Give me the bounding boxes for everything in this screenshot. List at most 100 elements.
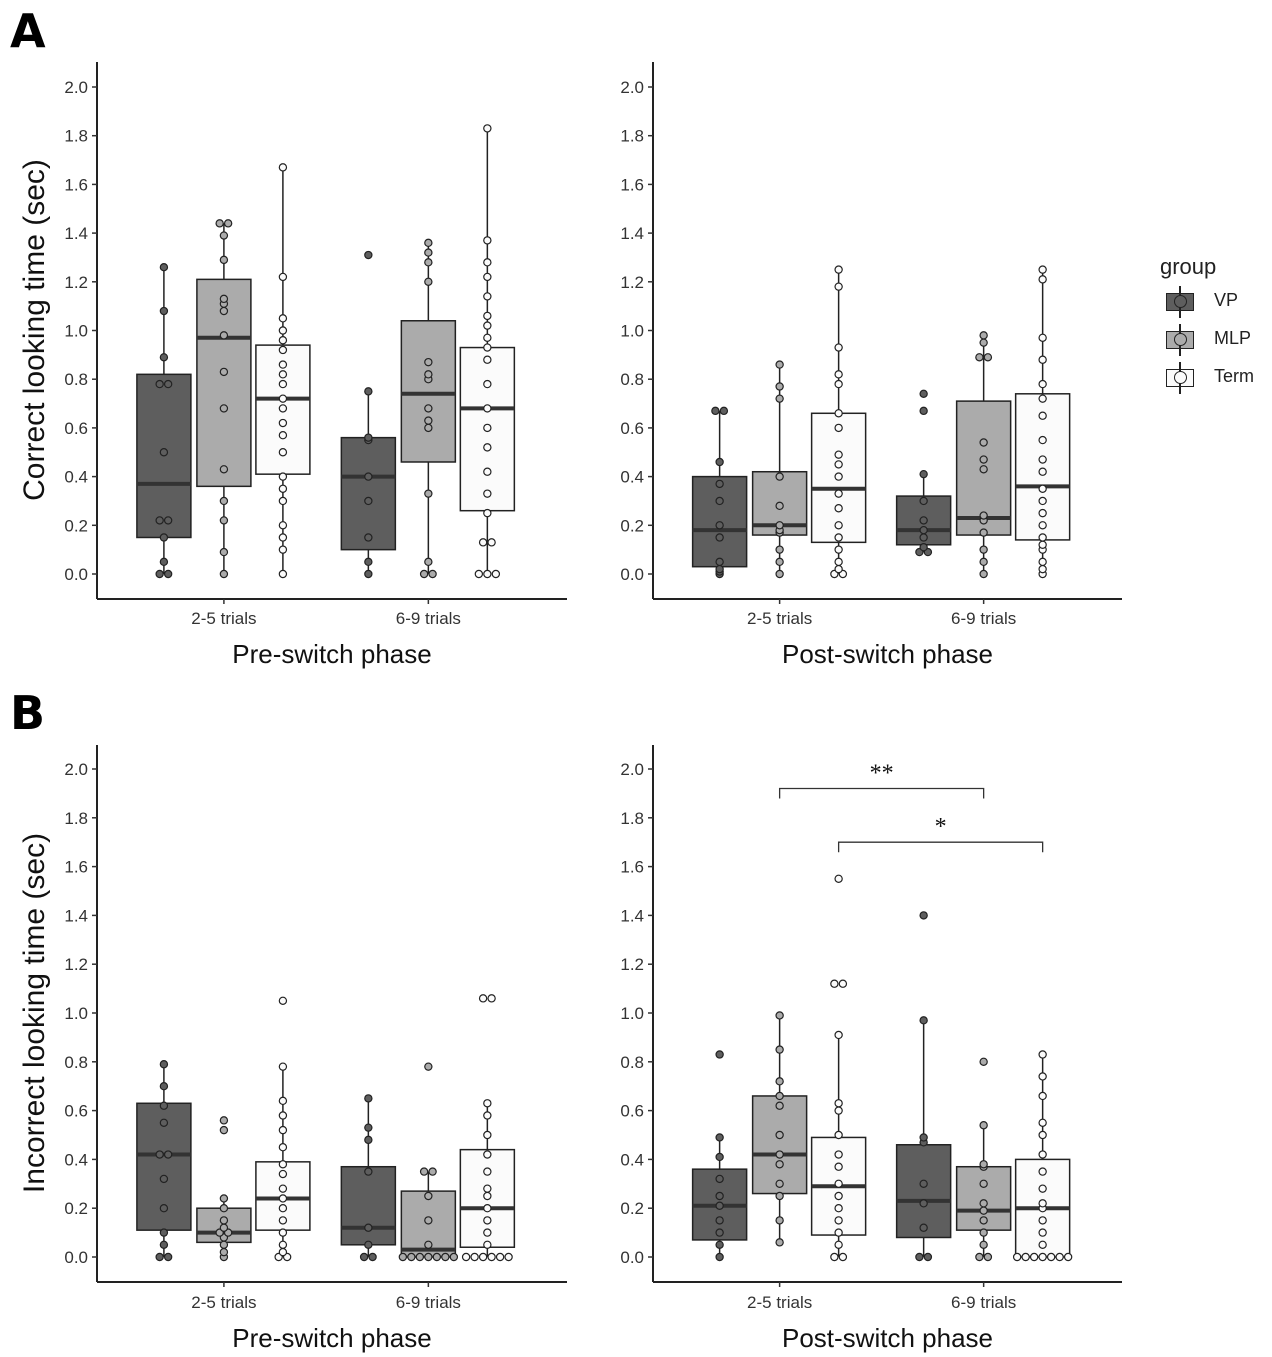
chart1-point-mlp — [424, 248, 433, 257]
chart4-y-tick-label: 0.8 — [620, 1053, 644, 1072]
chart1-x-tick-label: 6-9 trials — [396, 609, 461, 628]
chart2-point-vp — [715, 521, 724, 530]
chart3-point-term — [461, 1252, 471, 1262]
chart2-point-mlp — [775, 472, 784, 481]
chart2-point-term — [1038, 508, 1047, 518]
legend-label-vp: VP — [1214, 290, 1239, 310]
chart3-y-tick-label: 0.0 — [64, 1248, 88, 1267]
chart4-point-mlp — [979, 1121, 988, 1130]
chart1-y-axis-title: Correct looking time (sec) — [18, 159, 51, 501]
chart4-y-tick-label: 0.2 — [620, 1199, 644, 1218]
chart1-point-mlp — [424, 416, 433, 425]
chart4-y-tick-label: 1.6 — [620, 858, 644, 877]
chart2-y-tick-label: 0.6 — [620, 419, 644, 438]
chart1-y-tick-label: 0.8 — [64, 370, 88, 389]
chart1-point-vp — [159, 448, 169, 457]
chart3-point-term — [478, 994, 488, 1003]
chart2-point-vp — [715, 496, 724, 506]
chart2-point-term — [834, 282, 843, 291]
legend-item-vp: VP — [1160, 284, 1272, 322]
chart4-point-vp — [715, 1191, 724, 1201]
legend-item-mlp: MLP — [1160, 322, 1272, 360]
chart3-point-term — [483, 1111, 492, 1120]
chart4-point-vp — [715, 1228, 724, 1237]
chart2-point-term — [834, 472, 843, 481]
chart2-point-term — [1038, 355, 1047, 364]
chart4-point-vp — [715, 1216, 724, 1225]
chart2-point-term — [1038, 411, 1047, 420]
chart1-point-vp — [155, 379, 164, 389]
chart3-point-vp — [163, 1252, 173, 1262]
chart1-point-mlp — [219, 547, 229, 557]
chart1-point-term — [483, 292, 492, 301]
chart4-point-vp — [715, 1050, 724, 1059]
chart1-point-term — [491, 569, 501, 579]
chart1-point-vp — [163, 569, 173, 579]
chart2-x-axis-title: Post-switch phase — [782, 639, 993, 669]
chart4-y-tick-label: 2.0 — [620, 760, 644, 779]
chart2-point-mlp — [979, 557, 988, 567]
chart1-point-vp — [159, 533, 169, 542]
chart3-y-tick-label: 0.8 — [64, 1053, 88, 1072]
chart3-point-term — [278, 1111, 288, 1120]
chart1-point-mlp — [424, 557, 433, 567]
chart2-point-term — [834, 533, 843, 542]
chart1-y-tick-label: 0.4 — [64, 468, 88, 487]
chart1-point-mlp — [219, 465, 229, 474]
chart4-point-term — [1038, 1150, 1047, 1159]
chart2-point-mlp — [775, 521, 784, 530]
chart4-point-term — [834, 1203, 843, 1213]
chart2-point-mlp — [979, 438, 988, 447]
chart2-point-term — [834, 564, 843, 574]
chart1-box-vp — [340, 436, 397, 551]
chart2-point-mlp — [775, 382, 784, 391]
chart4-point-mlp — [775, 1130, 784, 1140]
chart3-x-axis-title: Pre-switch phase — [232, 1323, 431, 1353]
chart1-point-term — [278, 360, 288, 369]
chart3-point-term — [483, 1191, 492, 1201]
chart1-point-term — [483, 508, 492, 518]
chart2-point-mlp — [775, 569, 784, 579]
chart4-point-vp — [715, 1174, 724, 1184]
chart1-point-vp — [155, 516, 164, 525]
chart4-point-term — [1012, 1252, 1022, 1262]
chart1-y-tick-label: 0.0 — [64, 565, 88, 584]
chart1-point-mlp — [424, 238, 433, 248]
chart4-point-mlp — [979, 1240, 988, 1250]
chart2-point-term — [1038, 521, 1047, 530]
chart1-point-term — [278, 163, 288, 172]
chart3-point-vp — [364, 1094, 373, 1103]
chart2-point-mlp — [775, 501, 784, 511]
chart3-y-tick-label: 0.4 — [64, 1150, 88, 1169]
chart2-point-term — [834, 450, 843, 459]
chart1-x-axis-title: Pre-switch phase — [232, 639, 431, 669]
chart4-point-mlp — [979, 1228, 988, 1237]
chart2-point-term — [834, 343, 843, 352]
chart1-point-mlp — [424, 258, 433, 267]
chart3-point-mlp — [432, 1252, 442, 1262]
chart1-point-term — [278, 545, 288, 554]
legend-dot-vp — [1174, 295, 1187, 308]
chart1-point-vp — [364, 569, 373, 579]
chart2-point-term — [834, 379, 843, 389]
chart4-significance-bracket — [778, 787, 985, 799]
chart1-point-term — [278, 394, 288, 403]
chart3-point-term — [487, 994, 496, 1003]
chart4-point-vp — [715, 1252, 724, 1262]
chart2-point-term — [1038, 275, 1047, 284]
chart2-x-tick-label: 6-9 trials — [951, 609, 1016, 628]
chart2-point-term — [1038, 265, 1047, 274]
chart4-point-term — [1063, 1252, 1073, 1262]
chart3-x-tick-label: 2-5 trials — [191, 1293, 256, 1312]
chart1-point-mlp — [219, 306, 229, 316]
chart2-point-vp — [715, 479, 724, 489]
chart3-point-mlp — [219, 1203, 229, 1213]
chart3-point-term — [278, 1125, 288, 1135]
chart3-point-vp — [159, 1228, 169, 1237]
chart4-point-vp — [715, 1133, 724, 1142]
chart4-point-term — [1021, 1252, 1030, 1262]
chart2-y-tick-label: 1.6 — [620, 175, 644, 194]
chart2-point-mlp — [979, 569, 988, 579]
chart1-point-vp — [155, 569, 164, 579]
